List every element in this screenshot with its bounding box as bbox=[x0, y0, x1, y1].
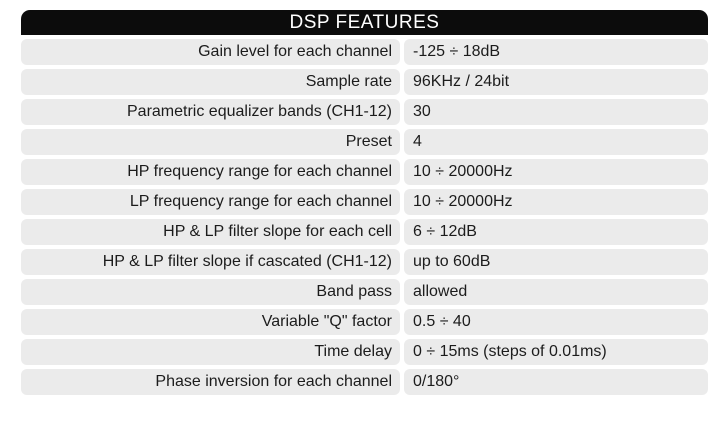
feature-label: HP frequency range for each channel bbox=[21, 159, 400, 185]
table-row: Band pass allowed bbox=[21, 279, 708, 305]
feature-value: allowed bbox=[404, 279, 708, 305]
feature-label: HP & LP filter slope if cascated (CH1-12… bbox=[21, 249, 400, 275]
feature-label: Preset bbox=[21, 129, 400, 155]
table-row: Time delay 0 ÷ 15ms (steps of 0.01ms) bbox=[21, 339, 708, 365]
table-row: HP & LP filter slope if cascated (CH1-12… bbox=[21, 249, 708, 275]
feature-value: 10 ÷ 20000Hz bbox=[404, 159, 708, 185]
dsp-features-table: DSP FEATURES Gain level for each channel… bbox=[21, 10, 708, 399]
table-header: DSP FEATURES bbox=[21, 10, 708, 35]
table-row: Variable "Q" factor 0.5 ÷ 40 bbox=[21, 309, 708, 335]
feature-value: 96KHz / 24bit bbox=[404, 69, 708, 95]
feature-label: Gain level for each channel bbox=[21, 39, 400, 65]
table-row: Phase inversion for each channel 0/180° bbox=[21, 369, 708, 395]
feature-value: 10 ÷ 20000Hz bbox=[404, 189, 708, 215]
feature-label: Time delay bbox=[21, 339, 400, 365]
table-row: Parametric equalizer bands (CH1-12) 30 bbox=[21, 99, 708, 125]
feature-label: LP frequency range for each channel bbox=[21, 189, 400, 215]
table-row: HP & LP filter slope for each cell 6 ÷ 1… bbox=[21, 219, 708, 245]
feature-value: 6 ÷ 12dB bbox=[404, 219, 708, 245]
feature-label: HP & LP filter slope for each cell bbox=[21, 219, 400, 245]
table-row: Preset 4 bbox=[21, 129, 708, 155]
feature-value: 0.5 ÷ 40 bbox=[404, 309, 708, 335]
feature-value: 0 ÷ 15ms (steps of 0.01ms) bbox=[404, 339, 708, 365]
feature-label: Sample rate bbox=[21, 69, 400, 95]
feature-label: Variable "Q" factor bbox=[21, 309, 400, 335]
table-row: LP frequency range for each channel 10 ÷… bbox=[21, 189, 708, 215]
feature-label: Band pass bbox=[21, 279, 400, 305]
feature-value: -125 ÷ 18dB bbox=[404, 39, 708, 65]
feature-label: Phase inversion for each channel bbox=[21, 369, 400, 395]
feature-value: 30 bbox=[404, 99, 708, 125]
feature-value: 4 bbox=[404, 129, 708, 155]
feature-value: 0/180° bbox=[404, 369, 708, 395]
feature-value: up to 60dB bbox=[404, 249, 708, 275]
table-row: HP frequency range for each channel 10 ÷… bbox=[21, 159, 708, 185]
table-body: Gain level for each channel -125 ÷ 18dB … bbox=[21, 39, 708, 395]
table-row: Sample rate 96KHz / 24bit bbox=[21, 69, 708, 95]
table-row: Gain level for each channel -125 ÷ 18dB bbox=[21, 39, 708, 65]
feature-label: Parametric equalizer bands (CH1-12) bbox=[21, 99, 400, 125]
